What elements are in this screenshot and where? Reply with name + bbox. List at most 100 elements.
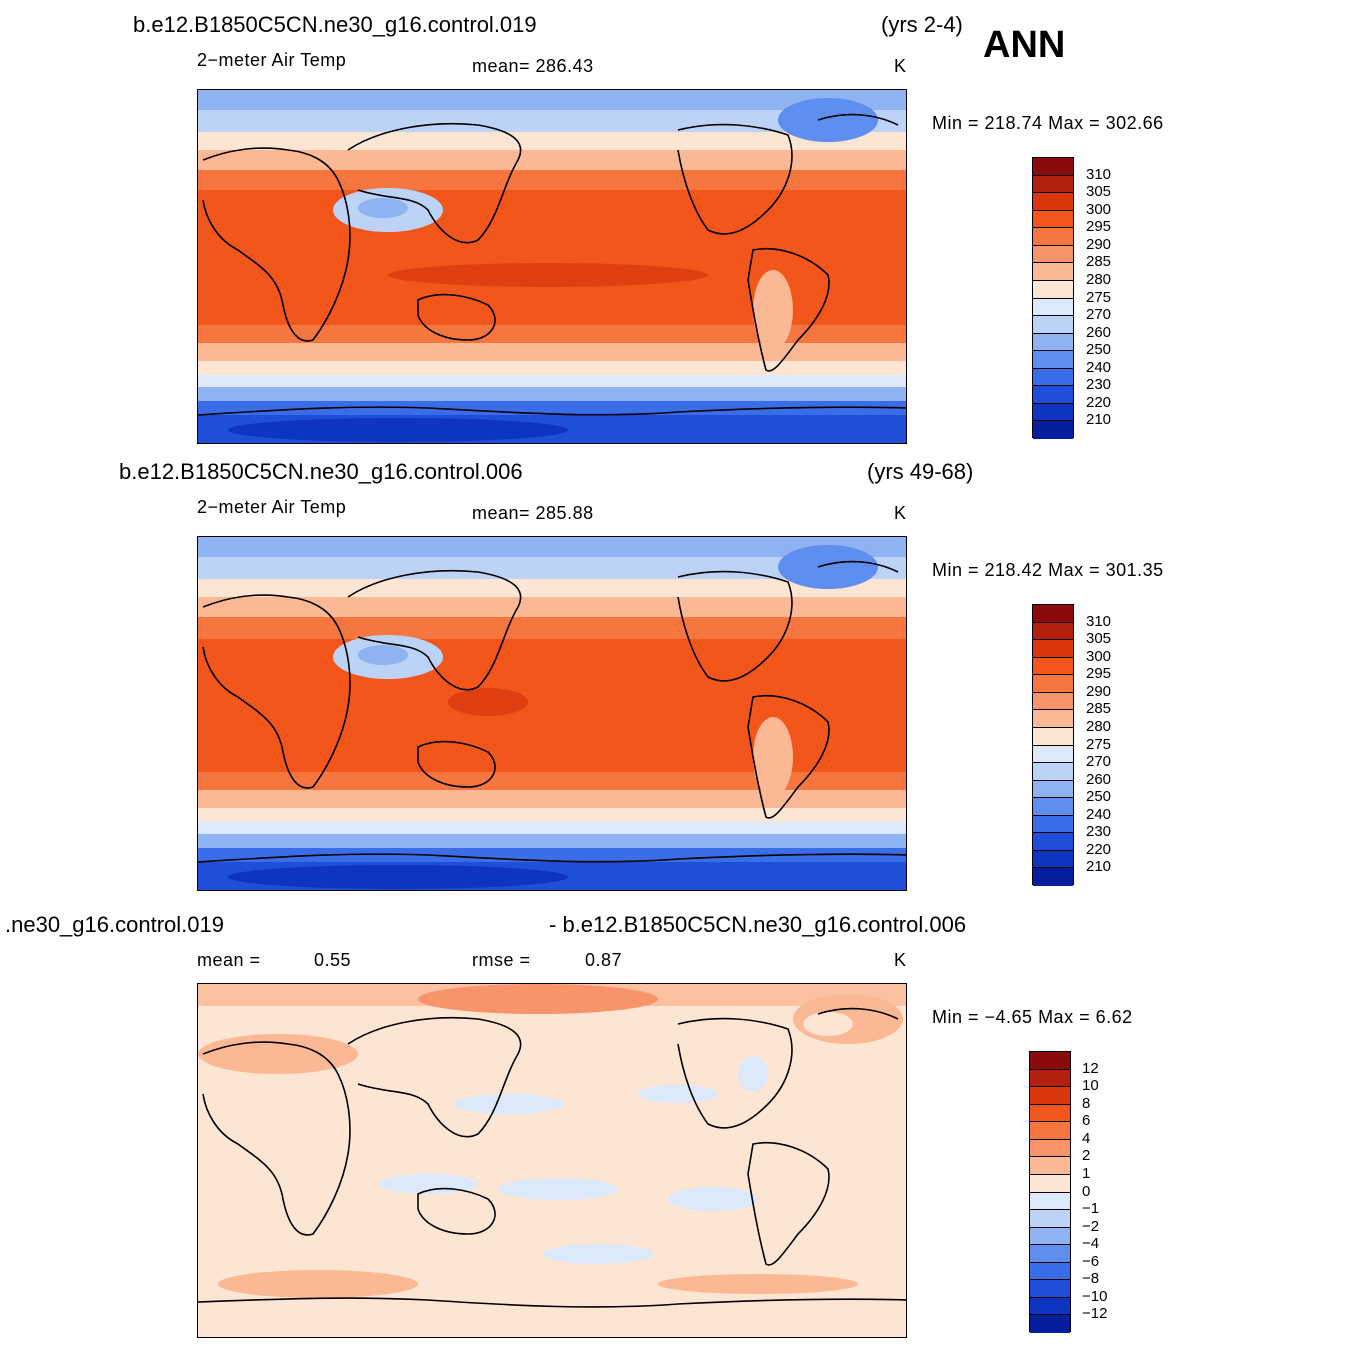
- colorbar-tick-label: 275: [1086, 735, 1112, 753]
- colorbar-tick-label: −1: [1082, 1200, 1100, 1218]
- colorbar-swatch: [1033, 710, 1073, 728]
- colorbar-tick-label: −10: [1082, 1287, 1108, 1305]
- colorbar-tick-label: 240: [1086, 805, 1112, 823]
- colorbar-tick-label: 220: [1086, 393, 1112, 411]
- colorbar-tick-label: 12: [1082, 1059, 1099, 1077]
- colorbar-tick-label: 290: [1086, 235, 1112, 253]
- panel2-colorbar: [1032, 604, 1074, 886]
- colorbar-swatch: [1030, 1192, 1070, 1211]
- colorbar-swatch: [1033, 692, 1073, 711]
- panel3-mean-label: mean =: [197, 950, 261, 970]
- colorbar-swatch: [1033, 158, 1073, 176]
- colorbar-swatch: [1033, 386, 1073, 404]
- colorbar-swatch: [1033, 727, 1073, 746]
- colorbar-tick-label: 300: [1086, 200, 1112, 218]
- colorbar-swatch: [1030, 1227, 1070, 1246]
- colorbar-tick-label: 240: [1086, 358, 1112, 376]
- panel2-case-title: b.e12.B1850C5CN.ne30_g16.control.006: [119, 459, 523, 484]
- colorbar-tick-label: 250: [1086, 788, 1112, 806]
- colorbar-swatch: [1033, 333, 1073, 352]
- colorbar-swatch: [1030, 1210, 1070, 1228]
- colorbar-tick-label: 6: [1082, 1112, 1091, 1130]
- panel2-units: K: [894, 503, 907, 523]
- colorbar-tick-label: 305: [1086, 183, 1112, 201]
- colorbar-tick-label: 210: [1086, 858, 1112, 876]
- colorbar-tick-label: 275: [1086, 288, 1112, 306]
- colorbar-tick-label: 260: [1086, 770, 1112, 788]
- panel2-years: (yrs 49-68): [867, 459, 974, 484]
- colorbar-swatch: [1033, 640, 1073, 658]
- colorbar-swatch: [1033, 403, 1073, 422]
- panel2-minmax: Min = 218.42 Max = 301.35: [932, 560, 1164, 580]
- colorbar-tick-label: 300: [1086, 647, 1112, 665]
- panel1-colorbar: [1032, 157, 1074, 439]
- colorbar-tick-label: 210: [1086, 411, 1112, 429]
- colorbar-tick-label: 1: [1082, 1164, 1091, 1182]
- colorbar-swatch: [1030, 1139, 1070, 1158]
- panel3-case-left: .ne30_g16.control.019: [5, 912, 224, 937]
- panel3-rmse-value: 0.87: [585, 950, 623, 970]
- colorbar-swatch: [1030, 1315, 1070, 1333]
- colorbar-tick-label: 285: [1086, 700, 1112, 718]
- colorbar-tick-label: 305: [1086, 630, 1112, 648]
- panel3-mean-value: 0.55: [314, 950, 352, 970]
- colorbar-swatch: [1030, 1174, 1070, 1193]
- colorbar-swatch: [1030, 1280, 1070, 1298]
- colorbar-swatch: [1030, 1104, 1070, 1123]
- panel1-variable: 2−meter Air Temp: [197, 50, 347, 70]
- colorbar-swatch: [1030, 1122, 1070, 1140]
- panel3-rmse-label: rmse =: [472, 950, 531, 970]
- colorbar-swatch: [1033, 798, 1073, 816]
- panel1-years: (yrs 2-4): [881, 12, 963, 37]
- colorbar-swatch: [1033, 193, 1073, 211]
- colorbar-swatch: [1033, 280, 1073, 299]
- panel3-case-right: - b.e12.B1850C5CN.ne30_g16.control.006: [549, 912, 967, 937]
- colorbar-swatch: [1033, 675, 1073, 693]
- colorbar-swatch: [1033, 780, 1073, 799]
- colorbar-swatch: [1033, 868, 1073, 886]
- colorbar-swatch: [1033, 815, 1073, 834]
- colorbar-swatch: [1030, 1245, 1070, 1263]
- panel2-map: [197, 536, 907, 891]
- colorbar-swatch: [1030, 1262, 1070, 1281]
- colorbar-tick-label: 230: [1086, 376, 1112, 394]
- colorbar-tick-label: 295: [1086, 665, 1112, 683]
- colorbar-tick-label: 270: [1086, 753, 1112, 771]
- colorbar-tick-label: 230: [1086, 823, 1112, 841]
- colorbar-swatch: [1033, 833, 1073, 851]
- colorbar-swatch: [1030, 1157, 1070, 1175]
- panel3-units: K: [894, 950, 907, 970]
- colorbar-swatch: [1033, 298, 1073, 317]
- colorbar-tick-label: 285: [1086, 253, 1112, 271]
- panel1-minmax: Min = 218.74 Max = 302.66: [932, 113, 1164, 133]
- colorbar-swatch: [1033, 316, 1073, 334]
- colorbar-tick-label: 280: [1086, 270, 1112, 288]
- colorbar-swatch: [1033, 245, 1073, 264]
- colorbar-swatch: [1030, 1052, 1070, 1070]
- colorbar-tick-label: 310: [1086, 612, 1112, 630]
- colorbar-swatch: [1033, 263, 1073, 281]
- colorbar-tick-label: 295: [1086, 218, 1112, 236]
- colorbar-tick-label: 2: [1082, 1147, 1091, 1165]
- colorbar-tick-label: 0: [1082, 1182, 1091, 1200]
- colorbar-tick-label: 280: [1086, 717, 1112, 735]
- colorbar-tick-label: −12: [1082, 1305, 1108, 1323]
- colorbar-tick-label: 290: [1086, 682, 1112, 700]
- colorbar-tick-label: 270: [1086, 306, 1112, 324]
- colorbar-swatch: [1033, 745, 1073, 764]
- colorbar-tick-label: −2: [1082, 1217, 1100, 1235]
- colorbar-swatch: [1033, 622, 1073, 641]
- panel3-minmax: Min = −4.65 Max = 6.62: [932, 1007, 1133, 1027]
- colorbar-swatch: [1033, 175, 1073, 194]
- colorbar-swatch: [1033, 763, 1073, 781]
- panel2-mean: mean= 285.88: [472, 503, 594, 523]
- panel1-map: [197, 89, 907, 444]
- colorbar-tick-label: −4: [1082, 1235, 1100, 1253]
- colorbar-swatch: [1033, 210, 1073, 229]
- colorbar-tick-label: −6: [1082, 1252, 1100, 1270]
- panel3-map: [197, 983, 907, 1338]
- panel1-mean: mean= 286.43: [472, 56, 594, 76]
- colorbar-tick-label: 250: [1086, 341, 1112, 359]
- colorbar-swatch: [1033, 657, 1073, 676]
- panel3-colorbar: [1029, 1051, 1071, 1333]
